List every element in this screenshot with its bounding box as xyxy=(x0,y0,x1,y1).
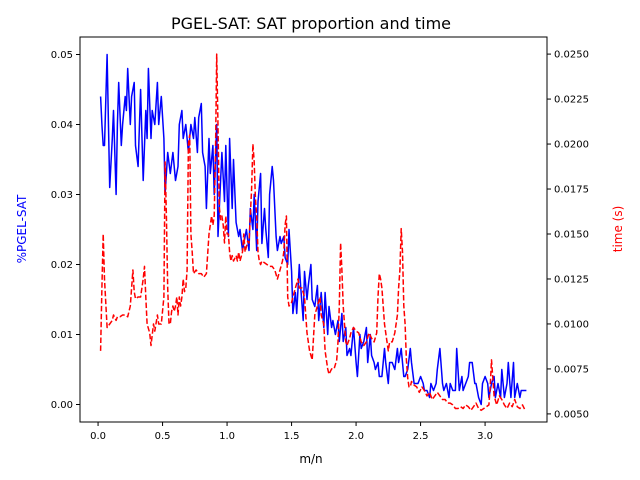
x-tick-label: 3.0 xyxy=(477,431,493,442)
right-tick-label: 0.0100 xyxy=(554,319,589,330)
right-tick-label: 0.0075 xyxy=(554,364,589,375)
left-tick-label: 0.01 xyxy=(51,330,73,341)
series-layer xyxy=(99,53,527,412)
plot-frame xyxy=(79,36,548,423)
left-tick-label: 0.00 xyxy=(51,400,73,411)
right-tick-label: 0.0125 xyxy=(554,274,589,285)
x-tick-label: 1.0 xyxy=(219,431,235,442)
right-tick-label: 0.0150 xyxy=(554,229,589,240)
left-tick-label: 0.04 xyxy=(51,120,73,131)
left-axis: 0.00 0.01 0.02 0.03 0.04 0.05 xyxy=(51,50,80,411)
left-axis-label: %PGEL-SAT xyxy=(15,194,29,263)
right-tick-label: 0.0050 xyxy=(554,409,589,420)
series-line-time xyxy=(99,53,526,412)
right-tick-label: 0.0200 xyxy=(554,140,589,151)
x-axis-label: m/n xyxy=(299,452,322,466)
left-tick-label: 0.03 xyxy=(51,190,73,201)
right-tick-label: 0.0225 xyxy=(554,95,589,106)
x-tick-label: 2.5 xyxy=(413,431,429,442)
x-tick-label: 0.5 xyxy=(155,431,171,442)
right-axis-label: time (s) xyxy=(611,206,625,253)
left-tick-label: 0.02 xyxy=(51,260,73,271)
x-tick-label: 1.5 xyxy=(284,431,300,442)
chart-title: PGEL-SAT: SAT proportion and time xyxy=(171,14,451,33)
x-axis: 0.0 0.5 1.0 1.5 2.0 2.5 3.0 xyxy=(90,422,493,442)
left-tick-label: 0.05 xyxy=(51,50,73,61)
right-tick-label: 0.0175 xyxy=(554,185,589,196)
x-tick-label: 0.0 xyxy=(90,431,106,442)
right-axis: 0.0050 0.0075 0.0100 0.0125 0.0150 0.0175 0.02… xyxy=(547,50,589,420)
x-tick-label: 2.0 xyxy=(348,431,364,442)
right-tick-label: 0.0250 xyxy=(554,50,589,61)
series-line-pgel-sat xyxy=(99,53,527,406)
